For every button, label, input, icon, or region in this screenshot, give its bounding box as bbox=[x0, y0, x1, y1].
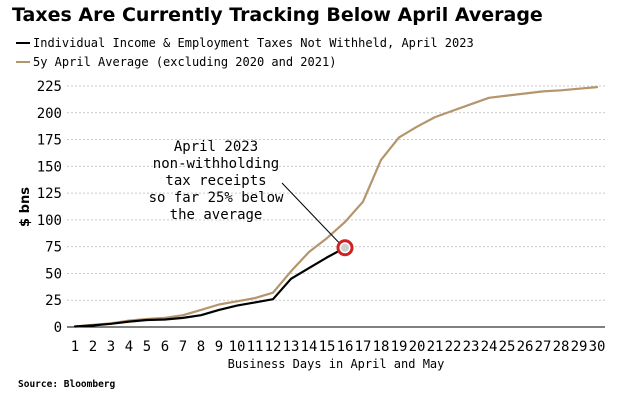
y-tick-label-200: 200 bbox=[37, 106, 62, 122]
y-tick-label-25: 25 bbox=[45, 293, 62, 309]
x-tick-label-30: 30 bbox=[589, 339, 606, 355]
legend-label-average: 5y April Average (excluding 2020 and 202… bbox=[33, 54, 337, 69]
x-tick-label-27: 27 bbox=[535, 339, 552, 355]
y-tick-label-225: 225 bbox=[37, 79, 62, 95]
legend-item-2023: Individual Income & Employment Taxes Not… bbox=[16, 33, 474, 52]
legend-item-average: 5y April Average (excluding 2020 and 202… bbox=[16, 52, 474, 71]
legend-swatch-average bbox=[16, 60, 30, 63]
x-tick-label-19: 19 bbox=[391, 339, 408, 355]
x-tick-label-24: 24 bbox=[481, 339, 498, 355]
annotation-line-1: April 2023 bbox=[174, 139, 258, 155]
x-tick-label-29: 29 bbox=[571, 339, 588, 355]
x-tick-label-25: 25 bbox=[499, 339, 516, 355]
x-tick-label-10: 10 bbox=[229, 339, 246, 355]
y-tick-label-100: 100 bbox=[37, 213, 62, 229]
x-tick-label-28: 28 bbox=[553, 339, 570, 355]
y-tick-label-150: 150 bbox=[37, 159, 62, 175]
series-line-average bbox=[73, 85, 599, 328]
x-tick-label-14: 14 bbox=[301, 339, 318, 355]
x-tick-label-3: 3 bbox=[107, 339, 115, 355]
x-tick-label-15: 15 bbox=[319, 339, 336, 355]
series-lines bbox=[73, 85, 599, 328]
legend-label-2023: Individual Income & Employment Taxes Not… bbox=[33, 35, 474, 50]
x-tick-label-9: 9 bbox=[215, 339, 223, 355]
x-tick-label-20: 20 bbox=[409, 339, 426, 355]
chart-title: Taxes Are Currently Tracking Below April… bbox=[12, 4, 543, 26]
source-note: Source: Bloomberg bbox=[18, 379, 116, 390]
y-axis-label: $ bns bbox=[18, 187, 33, 227]
annotation-line-5: the average bbox=[170, 207, 263, 223]
annotation-line-4: so far 25% below bbox=[149, 190, 284, 206]
x-tick-label-21: 21 bbox=[427, 339, 444, 355]
gridlines bbox=[67, 85, 605, 301]
annotation-line-3: tax receipts bbox=[165, 173, 266, 189]
x-tick-label-4: 4 bbox=[125, 339, 133, 355]
x-tick-label-12: 12 bbox=[265, 339, 282, 355]
x-tick-label-26: 26 bbox=[517, 339, 534, 355]
x-tick-label-5: 5 bbox=[143, 339, 151, 355]
annotation-line-2: non-withholding bbox=[153, 156, 279, 172]
x-tick-label-17: 17 bbox=[355, 339, 372, 355]
x-tick-label-11: 11 bbox=[247, 339, 264, 355]
annotation-marker-center bbox=[341, 243, 349, 252]
x-tick-label-2: 2 bbox=[89, 339, 97, 355]
x-tick-label-6: 6 bbox=[161, 339, 169, 355]
x-tick-label-22: 22 bbox=[445, 339, 462, 355]
x-axis-label: Business Days in April and May bbox=[228, 357, 445, 371]
y-tick-label-75: 75 bbox=[45, 240, 62, 256]
y-tick-label-50: 50 bbox=[45, 266, 62, 282]
x-tick-label-18: 18 bbox=[373, 339, 390, 355]
series-line-2023 bbox=[73, 246, 347, 328]
y-tick-label-0: 0 bbox=[54, 320, 62, 336]
y-tick-label-125: 125 bbox=[37, 186, 62, 202]
x-tick-label-1: 1 bbox=[71, 339, 79, 355]
x-tick-label-23: 23 bbox=[463, 339, 480, 355]
y-tick-labels: 0 25 50 75 100 125 150 175 200 225 bbox=[37, 79, 62, 336]
x-tick-label-16: 16 bbox=[337, 339, 354, 355]
y-tick-label-175: 175 bbox=[37, 133, 62, 149]
annotation-pointer bbox=[281, 182, 341, 245]
legend: Individual Income & Employment Taxes Not… bbox=[16, 33, 474, 71]
x-tick-label-13: 13 bbox=[283, 339, 300, 355]
legend-swatch-2023 bbox=[16, 41, 30, 44]
x-tick-labels: 1 2 3 4 5 6 7 8 9 10 11 12 13 14 15 16 17 18 19 20 21 22 23 24 2… bbox=[71, 339, 606, 355]
x-tick-label-8: 8 bbox=[197, 339, 205, 355]
x-tick-label-7: 7 bbox=[179, 339, 187, 355]
